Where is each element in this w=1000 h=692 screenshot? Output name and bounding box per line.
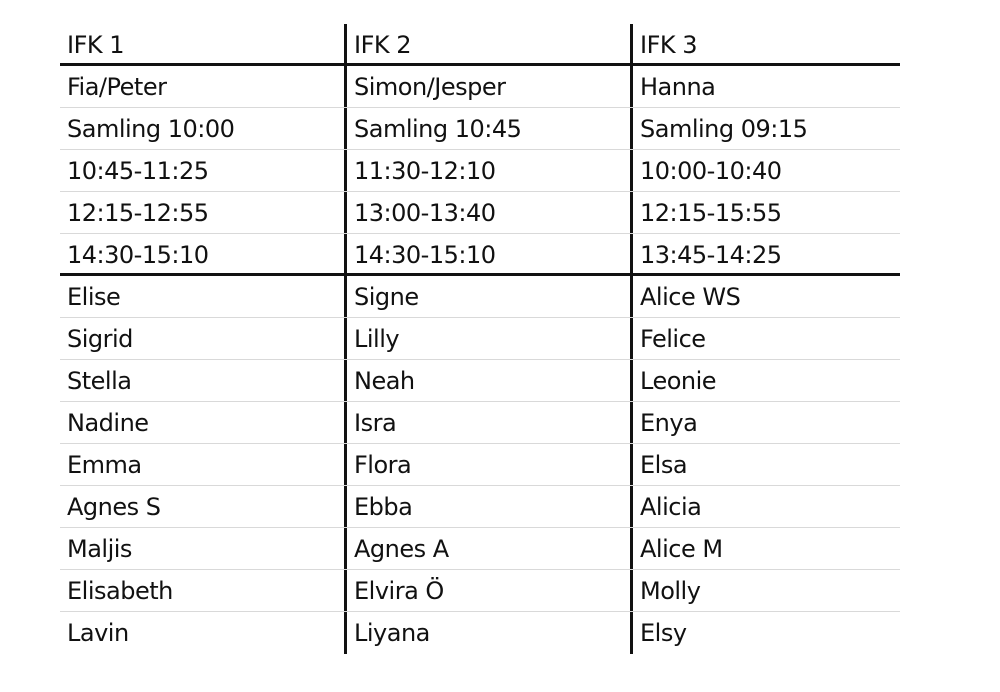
table-cell: Flora — [344, 444, 630, 485]
table-cell: Felice — [630, 318, 900, 359]
table-cell: Alicia — [630, 486, 900, 527]
schedule-row: 10:45-11:25 11:30-12:10 10:00-10:40 — [60, 150, 900, 192]
table-cell: 12:15-12:55 — [67, 199, 209, 227]
schedule-row: Samling 10:00 Samling 10:45 Samling 09:15 — [60, 108, 900, 150]
table-cell: Agnes A — [344, 528, 630, 569]
table-cell: Alice WS — [630, 276, 900, 317]
player-row: Nadine Isra Enya — [60, 402, 900, 444]
table-cell: Elvira Ö — [344, 570, 630, 611]
table-cell: IFK 2 — [344, 24, 630, 63]
table-cell: Nadine — [67, 409, 149, 437]
table-cell: 10:45-11:25 — [67, 157, 209, 185]
table-cell: Agnes S — [67, 493, 161, 521]
table-cell: Samling 10:45 — [344, 108, 630, 149]
table-cell: 14:30-15:10 — [344, 234, 630, 273]
table-cell: 13:45-14:25 — [630, 234, 900, 273]
table-cell: 12:15-15:55 — [630, 192, 900, 233]
table-cell: Elsa — [630, 444, 900, 485]
table-cell: Lavin — [67, 619, 129, 647]
table-cell: Lilly — [344, 318, 630, 359]
schedule-row: 12:15-12:55 13:00-13:40 12:15-15:55 — [60, 192, 900, 234]
table-cell: Molly — [630, 570, 900, 611]
table-cell: Samling 10:00 — [67, 115, 235, 143]
player-row: Elisabeth Elvira Ö Molly — [60, 570, 900, 612]
table-cell: Elsy — [630, 612, 900, 654]
table-cell: Elise — [67, 283, 121, 311]
table-cell: Simon/Jesper — [344, 66, 630, 107]
table-cell: 13:00-13:40 — [344, 192, 630, 233]
player-row: Lavin Liyana Elsy — [60, 612, 900, 654]
schedule-row: 14:30-15:10 14:30-15:10 13:45-14:25 — [60, 234, 900, 276]
table-cell: Signe — [344, 276, 630, 317]
team-schedule-table: IFK 1 IFK 2 IFK 3 Fia/Peter Simon/Jesper Hann… — [60, 24, 900, 654]
schedule-row: Fia/Peter Simon/Jesper Hanna — [60, 66, 900, 108]
player-row: Agnes S Ebba Alicia — [60, 486, 900, 528]
table-cell: Elisabeth — [67, 577, 173, 605]
table-cell: Alice M — [630, 528, 900, 569]
header-row: IFK 1 IFK 2 IFK 3 — [60, 24, 900, 66]
table-cell: Maljis — [67, 535, 132, 563]
table-cell: Emma — [67, 451, 142, 479]
table-cell: IFK 1 — [67, 31, 125, 59]
table-cell: Sigrid — [67, 325, 133, 353]
table-cell: Isra — [344, 402, 630, 443]
table-cell: IFK 3 — [630, 24, 900, 63]
table-cell: 14:30-15:10 — [67, 241, 209, 269]
table-cell: Samling 09:15 — [630, 108, 900, 149]
table-cell: 11:30-12:10 — [344, 150, 630, 191]
table-cell: Fia/Peter — [67, 73, 167, 101]
player-row: Emma Flora Elsa — [60, 444, 900, 486]
table-cell: Liyana — [344, 612, 630, 654]
table-cell: Leonie — [630, 360, 900, 401]
table-cell: 10:00-10:40 — [630, 150, 900, 191]
table-cell: Enya — [630, 402, 900, 443]
table-cell: Stella — [67, 367, 132, 395]
table-cell: Hanna — [630, 66, 900, 107]
player-row: Maljis Agnes A Alice M — [60, 528, 900, 570]
player-row: Stella Neah Leonie — [60, 360, 900, 402]
player-row: Elise Signe Alice WS — [60, 276, 900, 318]
player-row: Sigrid Lilly Felice — [60, 318, 900, 360]
table-cell: Neah — [344, 360, 630, 401]
table-cell: Ebba — [344, 486, 630, 527]
